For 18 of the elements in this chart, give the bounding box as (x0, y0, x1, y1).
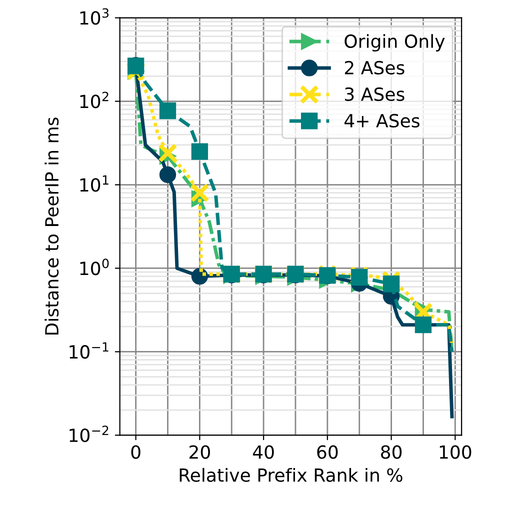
legend-label: 4+ ASes (344, 114, 420, 128)
y-tick-label: 10$^{−1}$ (70, 342, 108, 359)
legend-label: 2 ASes (344, 60, 404, 75)
x-tick-label: 20 (190, 445, 210, 459)
y-tick-label: 10$^{1}$ (80, 175, 108, 192)
x-tick-label: 40 (252, 445, 274, 459)
x-tick-label: 60 (317, 445, 338, 459)
x-axis-title: Relative Prefix Rank in % (180, 468, 402, 482)
legend-label: 3 ASes (345, 87, 404, 102)
y-tick-label: 10$^{0}$ (80, 258, 109, 276)
y-tick-label: 10$^{3}$ (80, 8, 109, 25)
y-axis-title: Distance to PeerIP in ms (44, 118, 59, 335)
y-tick-label: 10$^{−2}$ (70, 426, 108, 442)
legend-label: Origin Only (344, 34, 445, 52)
x-tick-label: 80 (381, 445, 402, 459)
x-tick-label: 100 (440, 445, 472, 459)
x-tick-label: 0 (131, 445, 140, 459)
y-tick-label: 10$^{2}$ (80, 92, 108, 108)
